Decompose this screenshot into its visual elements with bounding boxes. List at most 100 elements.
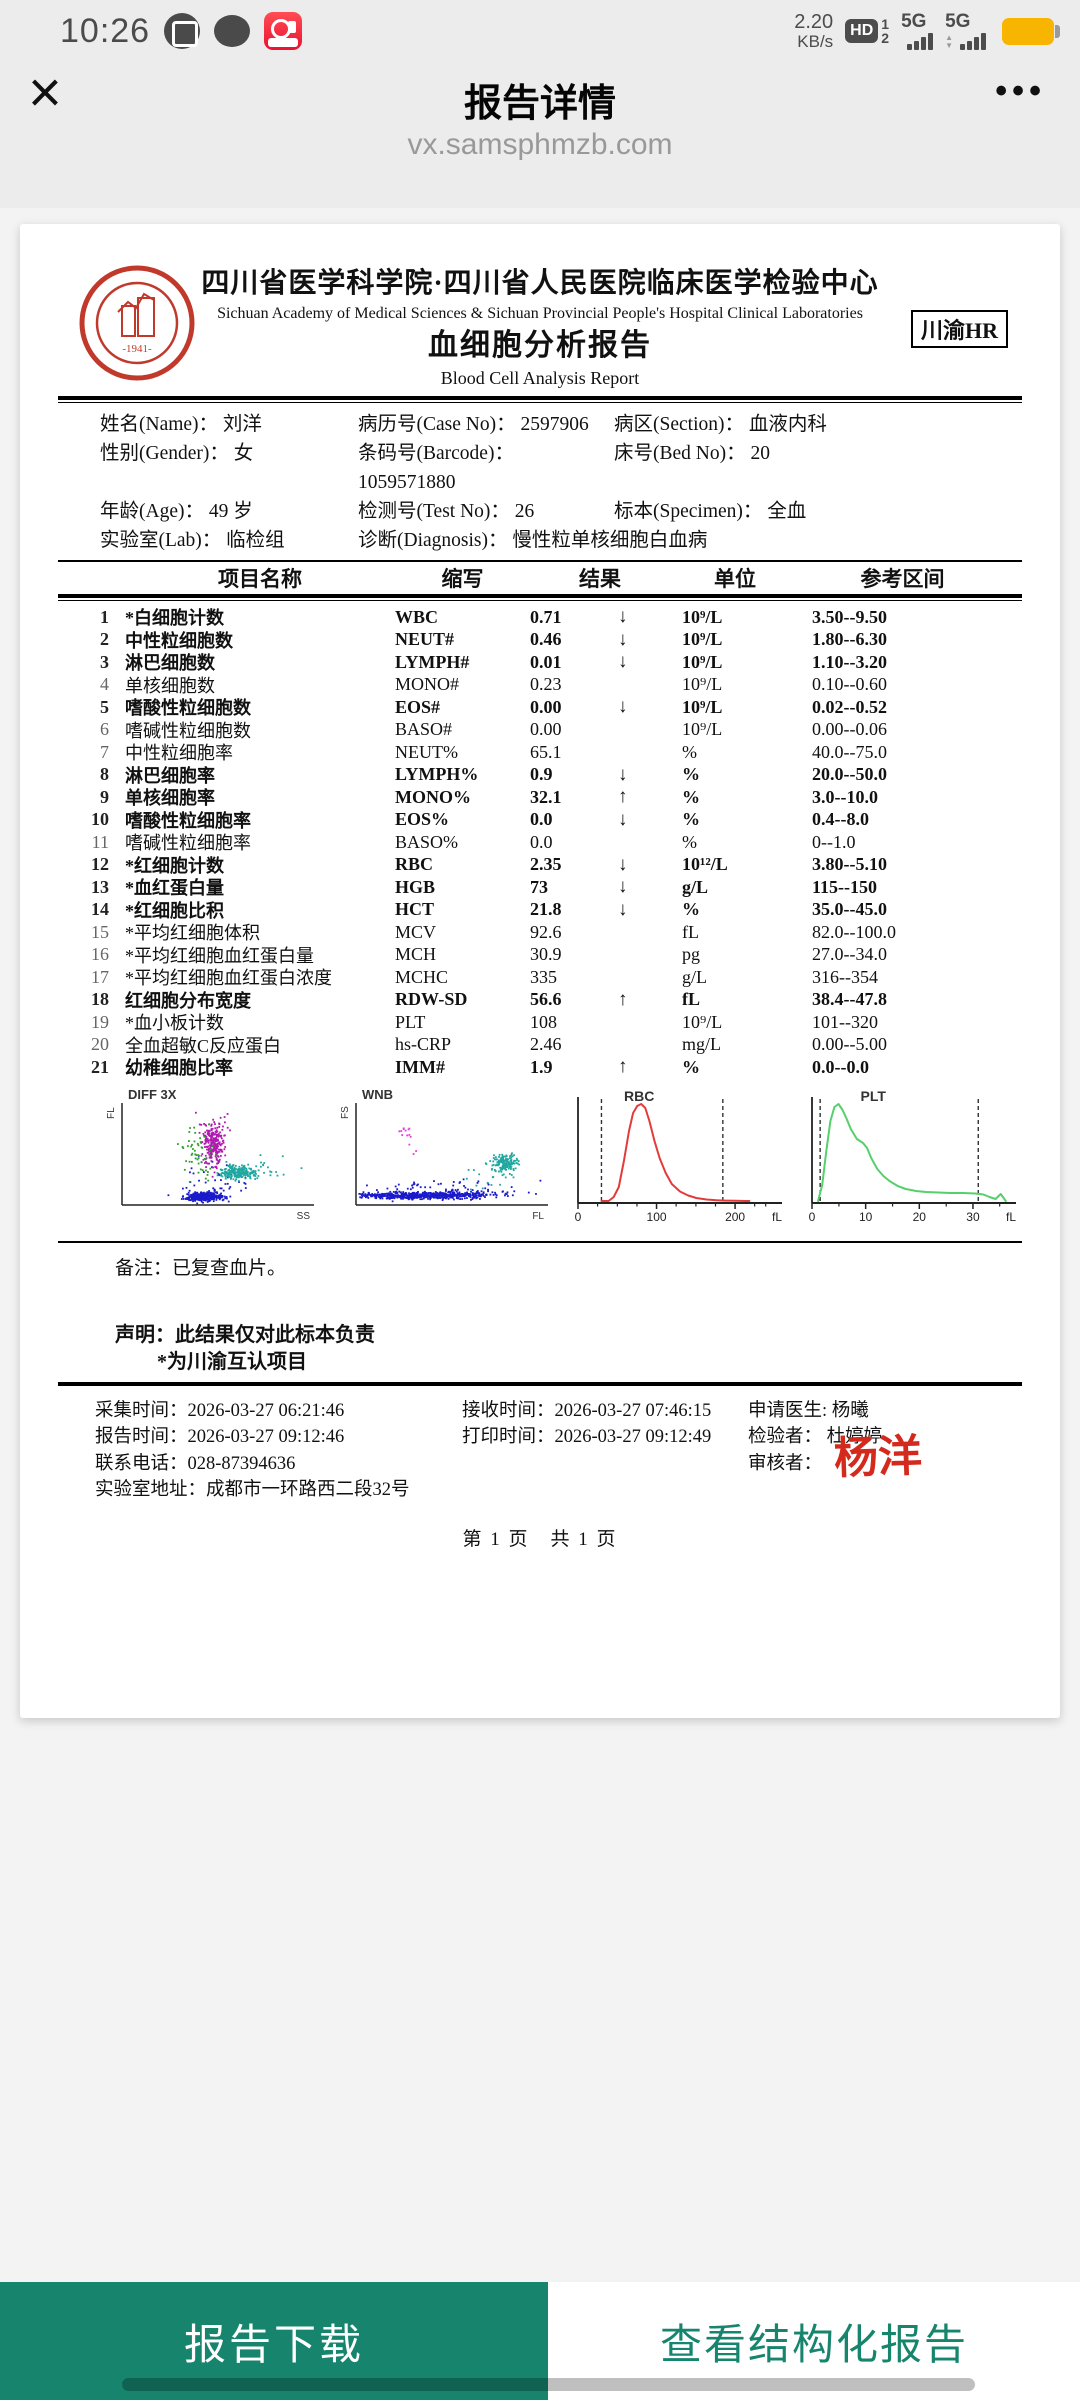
patient-field: 标本(Specimen)： 全血 [614,501,807,522]
item-unit: 10⁹/L [682,1011,723,1032]
reference-range: 0.00--5.00 [812,1034,887,1054]
row-number: 6 [100,719,109,739]
svg-text:FS: FS [340,1105,351,1118]
divider [58,594,1022,601]
item-unit: 10⁹/L [682,651,723,672]
table-row: 16 *平均红细胞血红蛋白量 MCH 30.9 pg 27.0--34.0 [75,942,1060,966]
view-structured-report-button[interactable]: 查看结构化报告 [548,2282,1080,2400]
report-title-en: Blood Cell Analysis Report [440,368,640,388]
item-result: 21.8 [530,899,562,919]
abnormal-flag: ↓ [618,628,628,650]
divider [58,396,1022,403]
row-number: 4 [100,674,109,694]
item-unit: g/L [682,966,707,987]
item-abbr: EOS# [395,696,441,717]
col-abbr: 缩写 [441,567,484,591]
svg-text:PLT: PLT [860,1089,886,1104]
footer-times-right: 接收时间：2026-03-27 07:46:15 打印时间：2026-03-27 … [462,1398,748,1504]
item-name: 中性粒细胞数 [125,630,233,651]
row-number: 17 [91,966,109,987]
item-unit: % [682,899,700,919]
more-menu-icon[interactable]: ••• [995,72,1046,110]
item-name: *血小板计数 [125,1013,224,1033]
abnormal-flag: ↓ [618,898,628,920]
item-result: 0.00 [530,719,562,739]
chat-bubble-icon [214,15,251,47]
patient-field: 检测号(Test No)： 26 [358,501,535,522]
row-number: 10 [91,809,109,829]
row-number: 16 [91,944,109,964]
svg-text:RBC: RBC [624,1089,654,1104]
svg-text:20: 20 [913,1210,927,1224]
reference-range: 35.0--45.0 [812,899,887,919]
chart-plt: PLT 0 10 20 30 fL [809,1089,1017,1224]
item-name: 嗜碱性粒细胞数 [125,720,251,741]
table-row: 12 *红细胞计数 RBC 2.35 ↓ 10¹²/L 3.80--5.10 [75,852,1060,876]
gesture-bar[interactable] [122,2378,975,2391]
item-unit: % [682,831,697,852]
download-report-button[interactable]: 报告下载 [0,2282,548,2400]
network-speed: 2.20 KB/s [794,11,834,51]
close-icon[interactable]: × [28,60,62,125]
svg-text:100: 100 [647,1210,667,1224]
item-abbr: IMM# [395,1056,445,1077]
item-abbr: LYMPH% [395,764,479,784]
reference-range: 0.4--8.0 [812,809,869,829]
row-number: 9 [100,786,109,807]
staff-label: 审核者： [748,1453,823,1474]
table-row: 7 中性粒细胞率 NEUT% 65.1% 40.0--75.0 [75,739,1060,764]
signal-sim2-icon: 5G ▲ ▼ [945,12,986,50]
report-header: -1941- 四川省医学科学院·四川省人民医院临床医学检验中心 Sichuan … [20,224,1060,390]
staff-value-signature: 杨洋 [833,1430,923,1484]
chart-diff3x: DIFF 3X FL SS [106,1089,314,1222]
footer-staff-line: 审核者： 杨洋 [748,1431,1040,1483]
item-abbr: BASO# [395,719,453,739]
item-abbr: NEUT% [395,741,458,762]
page-title: 报告详情 [463,83,616,125]
mutual-recognition-badge: 川渝HR [910,310,1008,348]
patient-field: 条码号(Barcode)： 1059571880 [358,443,514,493]
row-number: 18 [91,989,109,1009]
table-row: 21 幼稚细胞比率 IMM# 1.9 ↑% 0.0--0.0 [75,1054,1060,1078]
patient-row: 性别(Gender)： 女 条码号(Barcode)： 1059571880 床号(… [100,439,1020,497]
item-name: *平均红细胞体积 [125,923,260,943]
row-number: 12 [91,854,109,874]
table-row: 8 淋巴细胞率 LYMPH% 0.9 ↓% 20.0--50.0 [75,762,1060,786]
item-unit: % [682,741,697,762]
chart-rbc: RBC 0 100 200 fL [575,1089,783,1224]
item-result: 92.6 [530,921,562,942]
footer-staff-line: 申请医生: 杨曦 [748,1398,1040,1425]
battery-icon [1002,17,1060,45]
item-unit: 10⁹/L [682,606,723,627]
abnormal-flag: ↓ [618,853,628,875]
item-unit: fL [682,921,699,942]
screenshot-app-icon [164,13,201,49]
reference-range: 3.50--9.50 [812,606,887,627]
table-row: 13 *血红蛋白量 HGB 73 ↓ g/L 115--150 [75,874,1060,898]
reference-range: 115--150 [812,876,877,897]
item-result: 2.46 [530,1034,562,1054]
table-row: 6 嗜碱性粒细胞数 BASO# 0.00 10⁹/L 0.00--0.06 [75,717,1060,741]
report-scroll-area[interactable]: -1941- 四川省医学科学院·四川省人民医院临床医学检验中心 Sichuan … [0,208,1080,2282]
reference-range: 38.4--47.8 [812,989,887,1009]
table-header: 项目名称 缩写 结果 单位 参考区间 [20,562,1060,594]
item-result: 108 [530,1011,557,1032]
item-abbr: RDW-SD [395,989,468,1009]
row-number: 5 [100,696,109,717]
item-result: 65.1 [530,741,562,762]
item-unit: % [682,809,700,829]
item-abbr: MONO% [395,786,471,807]
item-abbr: RBC [395,854,434,874]
svg-text:200: 200 [725,1210,745,1224]
item-name: *平均红细胞血红蛋白浓度 [125,968,332,988]
clock: 10:26 [60,11,151,50]
report-card: -1941- 四川省医学科学院·四川省人民医院临床医学检验中心 Sichuan … [20,224,1060,1718]
item-abbr: MCV [395,921,437,942]
row-number: 15 [91,921,109,942]
item-name: 淋巴细胞率 [125,765,215,786]
item-result: 0.46 [530,629,562,649]
row-number: 1 [100,606,109,627]
staff-label: 检验者： [748,1427,823,1447]
item-unit: mg/L [682,1034,721,1054]
